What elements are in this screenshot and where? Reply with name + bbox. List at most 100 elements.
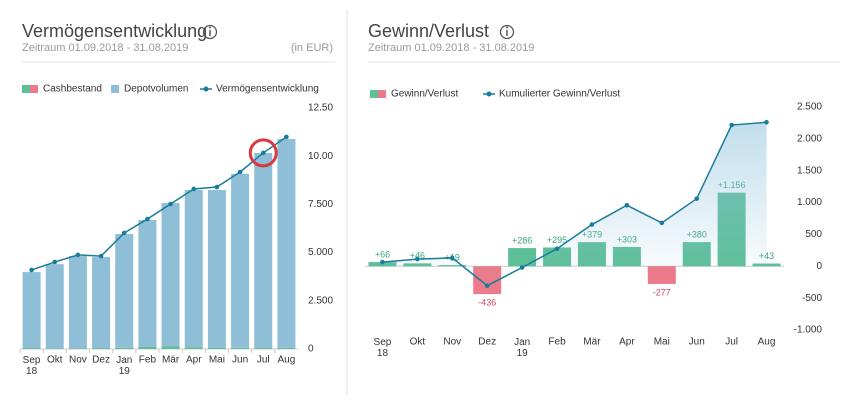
bar: [277, 139, 296, 348]
line-point: [729, 122, 734, 128]
line-point: [121, 230, 127, 236]
x-tick-label: Mai: [654, 337, 670, 348]
x-tick-label: Mai: [209, 355, 225, 366]
bar: [184, 347, 203, 349]
x-tick-label: Okt: [47, 355, 63, 366]
bar: [254, 348, 273, 349]
bar: [207, 347, 226, 349]
bar: [277, 347, 296, 349]
bar: [254, 152, 273, 349]
bar: [647, 266, 676, 284]
bar: [45, 348, 64, 349]
line-point: [589, 222, 595, 227]
value-label: +46: [410, 251, 425, 261]
x-tick-label: Mär: [583, 337, 601, 348]
legend-label: Gewinn/Verlust: [391, 89, 458, 100]
line-point: [519, 265, 525, 270]
x-tick-label: Aug: [758, 337, 776, 348]
line-point: [449, 255, 455, 261]
y-tick-label: 1.000: [797, 197, 822, 208]
y-tick-label: 5.000: [308, 247, 333, 258]
x-tick-label: Nov: [443, 337, 461, 348]
bar: [22, 348, 41, 349]
bar: [22, 272, 41, 349]
x-tick-label: Dez: [92, 355, 110, 366]
y-tick-label: 1.500: [797, 165, 822, 176]
legend-label: Cashbestand: [43, 84, 102, 95]
chart-title: Gewinn/Verlust: [368, 21, 489, 41]
info-icon[interactable]: [499, 24, 515, 40]
chart-title: Vermögensentwicklung: [22, 21, 207, 41]
bar: [115, 347, 134, 349]
x-tick-label: Jan 19: [116, 355, 132, 377]
x-tick-label: Feb: [548, 337, 566, 348]
x-tick-label: Aug: [278, 355, 296, 366]
unit-note: (in EUR): [291, 42, 333, 54]
legend-label: Depotvolumen: [124, 84, 188, 95]
x-tick-label: Nov: [69, 355, 87, 366]
legend-label: Kumulierter Gewinn/Verlust: [499, 89, 620, 100]
line-point: [694, 196, 700, 201]
bar: [161, 203, 180, 347]
bar: [138, 346, 157, 349]
line-point: [237, 169, 243, 175]
line-point: [484, 283, 490, 289]
y-tick-label: 0: [816, 261, 822, 272]
y-tick-label: 7.500: [308, 199, 333, 210]
x-tick-label: Sep 18: [23, 355, 41, 377]
chart-subtitle: Zeitraum 01.09.2018 - 31.08.2019: [368, 42, 534, 54]
bar: [231, 173, 250, 348]
x-tick-label: Jun: [232, 355, 248, 366]
x-tick-label: Dez: [478, 337, 496, 348]
bar: [68, 256, 87, 349]
bar: [68, 348, 87, 349]
line-point: [191, 186, 197, 192]
bar: [92, 348, 111, 349]
line: [382, 121, 767, 287]
x-tick-label: Apr: [619, 337, 635, 348]
x-tick-label: Sep 18: [374, 337, 392, 359]
line-point: [214, 184, 220, 190]
legend-swatch: [22, 85, 30, 93]
legend-swatch: [30, 85, 38, 93]
value-label: -436: [478, 297, 496, 307]
line-point: [554, 246, 560, 252]
x-tick-label: Mär: [162, 355, 180, 366]
y-tick-label: 2.500: [308, 295, 333, 306]
bar: [92, 257, 111, 349]
x-tick-label: Jul: [725, 337, 738, 348]
bar: [138, 220, 157, 347]
line: [31, 136, 287, 271]
line-point: [29, 267, 34, 273]
y-tick-label: 500: [805, 229, 822, 240]
bar: [115, 234, 134, 348]
highlight-ring: [248, 138, 278, 168]
bar: [508, 248, 537, 267]
x-tick-label: Jun: [689, 337, 705, 348]
value-label: +286: [512, 235, 532, 245]
x-tick-label: Okt: [410, 337, 426, 348]
line-point: [380, 259, 385, 265]
x-tick-label: Jan 19: [514, 337, 530, 359]
line-area: [382, 122, 767, 286]
y-tick-label: -1.000: [794, 325, 823, 336]
y-tick-label: 2.000: [797, 133, 822, 144]
line-point: [145, 216, 150, 222]
legend-marker: [203, 86, 209, 92]
info-icon[interactable]: [202, 24, 218, 40]
bar: [207, 189, 226, 348]
bar: [231, 347, 250, 349]
line-point: [168, 201, 173, 207]
legend-swatch: [370, 90, 378, 98]
line-point: [52, 259, 58, 265]
line-point: [98, 253, 104, 259]
line-point: [415, 256, 420, 262]
value-label: +66: [375, 249, 390, 259]
y-tick-label: 10.00: [308, 151, 333, 162]
line-point: [624, 202, 630, 208]
bar: [184, 189, 203, 348]
line-point: [764, 119, 769, 125]
value-label: -277: [653, 287, 671, 297]
